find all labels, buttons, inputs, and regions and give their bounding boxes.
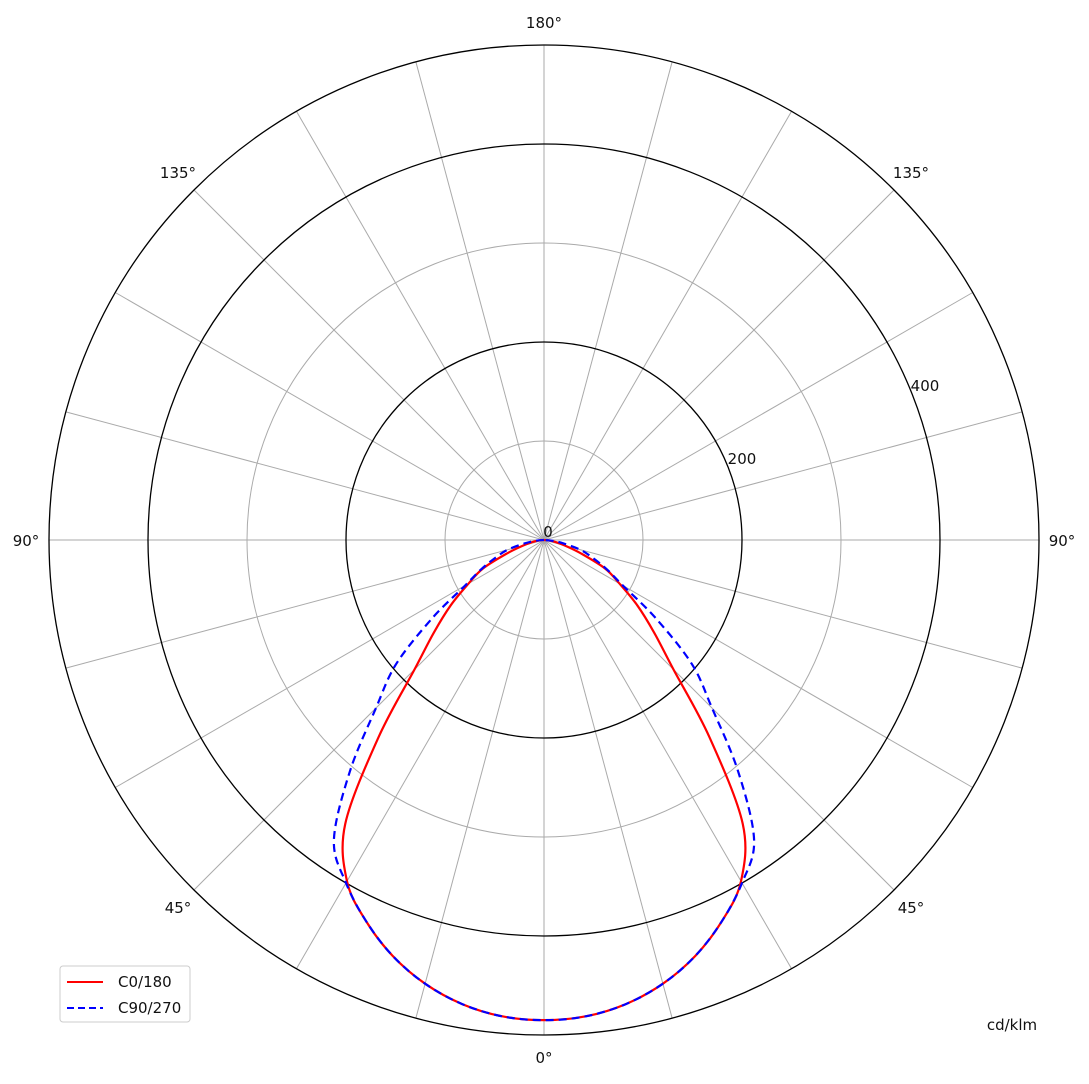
spoke-210 xyxy=(296,111,545,541)
spoke-240 xyxy=(115,292,545,541)
angle-label-lower-right: 45° xyxy=(898,899,925,917)
radial-tick-400: 400 xyxy=(911,377,940,395)
spoke-315 xyxy=(193,539,545,891)
spoke-165 xyxy=(543,61,673,541)
spoke-300 xyxy=(115,539,545,788)
spoke-60 xyxy=(543,539,973,788)
legend-label-c0: C0/180 xyxy=(118,973,172,991)
ring-300 xyxy=(246,242,842,838)
radial-tick-0: 0 xyxy=(543,523,553,541)
ring-400 xyxy=(147,143,941,937)
angle-label-bottom: 0° xyxy=(535,1049,552,1067)
polar-grid xyxy=(48,44,1040,1036)
radial-tick-200: 200 xyxy=(728,450,757,468)
series-c90-270 xyxy=(332,538,756,1022)
spoke-120 xyxy=(543,292,973,541)
angle-label-right: 90° xyxy=(1049,532,1076,550)
series-c0-180 xyxy=(341,538,747,1022)
angle-label-top: 180° xyxy=(526,14,562,32)
curves xyxy=(332,538,756,1022)
angle-label-upper-right: 135° xyxy=(893,164,929,182)
angle-label-lower-left: 45° xyxy=(165,899,192,917)
spoke-195 xyxy=(415,61,545,541)
ring-200 xyxy=(345,341,743,739)
unit-label: cd/klm xyxy=(987,1016,1037,1034)
spoke-45 xyxy=(543,539,895,891)
spoke-30 xyxy=(543,539,792,969)
legend-label-c90: C90/270 xyxy=(118,999,181,1017)
ring-100 xyxy=(444,440,644,640)
spoke-285 xyxy=(65,539,545,669)
angle-label-left: 90° xyxy=(13,532,40,550)
angle-label-upper-left: 135° xyxy=(160,164,196,182)
ring-500 xyxy=(48,44,1040,1036)
spoke-225 xyxy=(193,189,545,541)
spoke-105 xyxy=(543,411,1023,541)
legend: C0/180 C90/270 xyxy=(59,965,191,1023)
spoke-135 xyxy=(543,189,895,541)
spoke-255 xyxy=(65,411,545,541)
spoke-150 xyxy=(543,111,792,541)
spoke-330 xyxy=(296,539,545,969)
spoke-75 xyxy=(543,539,1023,669)
spoke-15 xyxy=(543,539,673,1019)
spoke-345 xyxy=(415,539,545,1019)
